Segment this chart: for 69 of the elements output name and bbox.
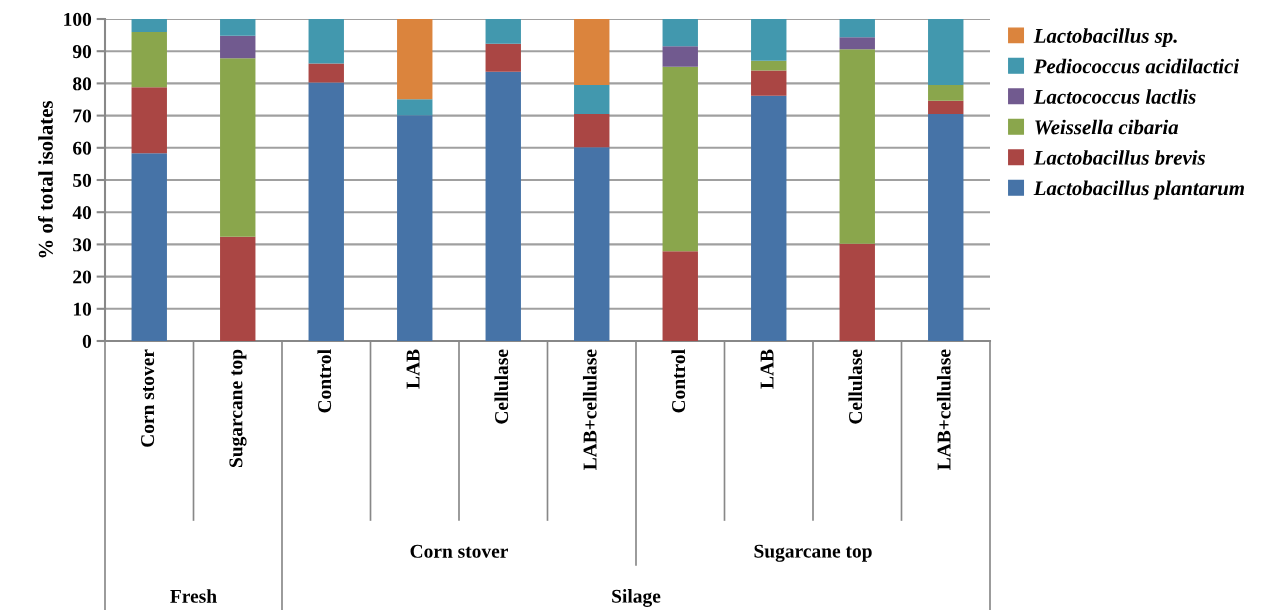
y-axis-title: % of total isolates [37,100,53,258]
bar [574,113,610,148]
x-tick-label: Corn stover [141,349,155,447]
bar [131,31,167,88]
x-tick-label: Cellulase [494,349,509,424]
bar [751,95,787,341]
bar [751,19,787,61]
bar [131,153,167,341]
legend-label: Pediococcus acidilactici [1033,58,1240,74]
x-tick-label: LAB+cellulase [582,349,597,470]
bar [928,113,964,341]
y-tick-label: 0 [82,334,92,348]
bar [662,66,698,252]
x-tick-label: LAB+cellulase [936,349,951,470]
bar [308,63,344,83]
y-tick-label: 70 [73,109,92,123]
x-tick-label: LAB [760,349,774,389]
bar [839,19,875,38]
x-tick-label: LAB [406,349,420,389]
bar [485,43,521,72]
y-tick-label: 50 [73,173,92,187]
bar [574,19,610,86]
bar [397,19,433,100]
bar [220,236,256,341]
x-tick-label: Control [671,349,686,413]
bar [397,115,433,341]
bar [220,58,256,237]
bar [397,99,433,116]
legend-label: Weissella cibaria [1035,119,1179,135]
y-tick-label: 30 [73,238,92,252]
bar [662,19,698,47]
bar [574,147,610,341]
text: Sugarcane top [754,544,872,562]
bar [485,71,521,341]
bar [928,100,964,114]
legend-label: Lactobacillus brevis [1033,150,1205,165]
text: Fresh [170,589,217,603]
legend-label: Lactobacillus plantarum [1033,180,1245,200]
bar [220,35,256,59]
bar [751,60,787,71]
text: Corn stover [410,544,508,558]
bar [131,19,167,32]
bar [662,251,698,341]
y-tick-label: 60 [73,141,92,155]
bar [131,87,167,154]
bar [839,37,875,50]
y-tick-label: 20 [73,270,92,284]
bar [220,19,256,36]
bar [662,46,698,67]
bar [839,243,875,341]
bar [928,19,964,86]
y-tick-label: 40 [72,206,92,220]
bar [839,49,875,244]
y-tick-label: 100 [64,12,92,26]
bar [308,82,344,341]
y-tick-label: 90 [72,45,92,59]
bar [928,85,964,101]
x-tick-label: Control [317,349,332,413]
bar [751,70,787,96]
x-tick-label: Cellulase [848,349,863,424]
text: Silage [612,589,661,607]
legend-label: Lactococcus lactlis [1033,89,1196,104]
y-tick-label: 10 [73,302,92,316]
bar [485,19,521,44]
bar [308,19,344,64]
x-tick-label: Sugarcane top [229,349,247,467]
y-tick-label: 80 [73,77,92,91]
legend-label: Lactobacillus sp. [1033,28,1177,48]
bar [574,85,610,114]
